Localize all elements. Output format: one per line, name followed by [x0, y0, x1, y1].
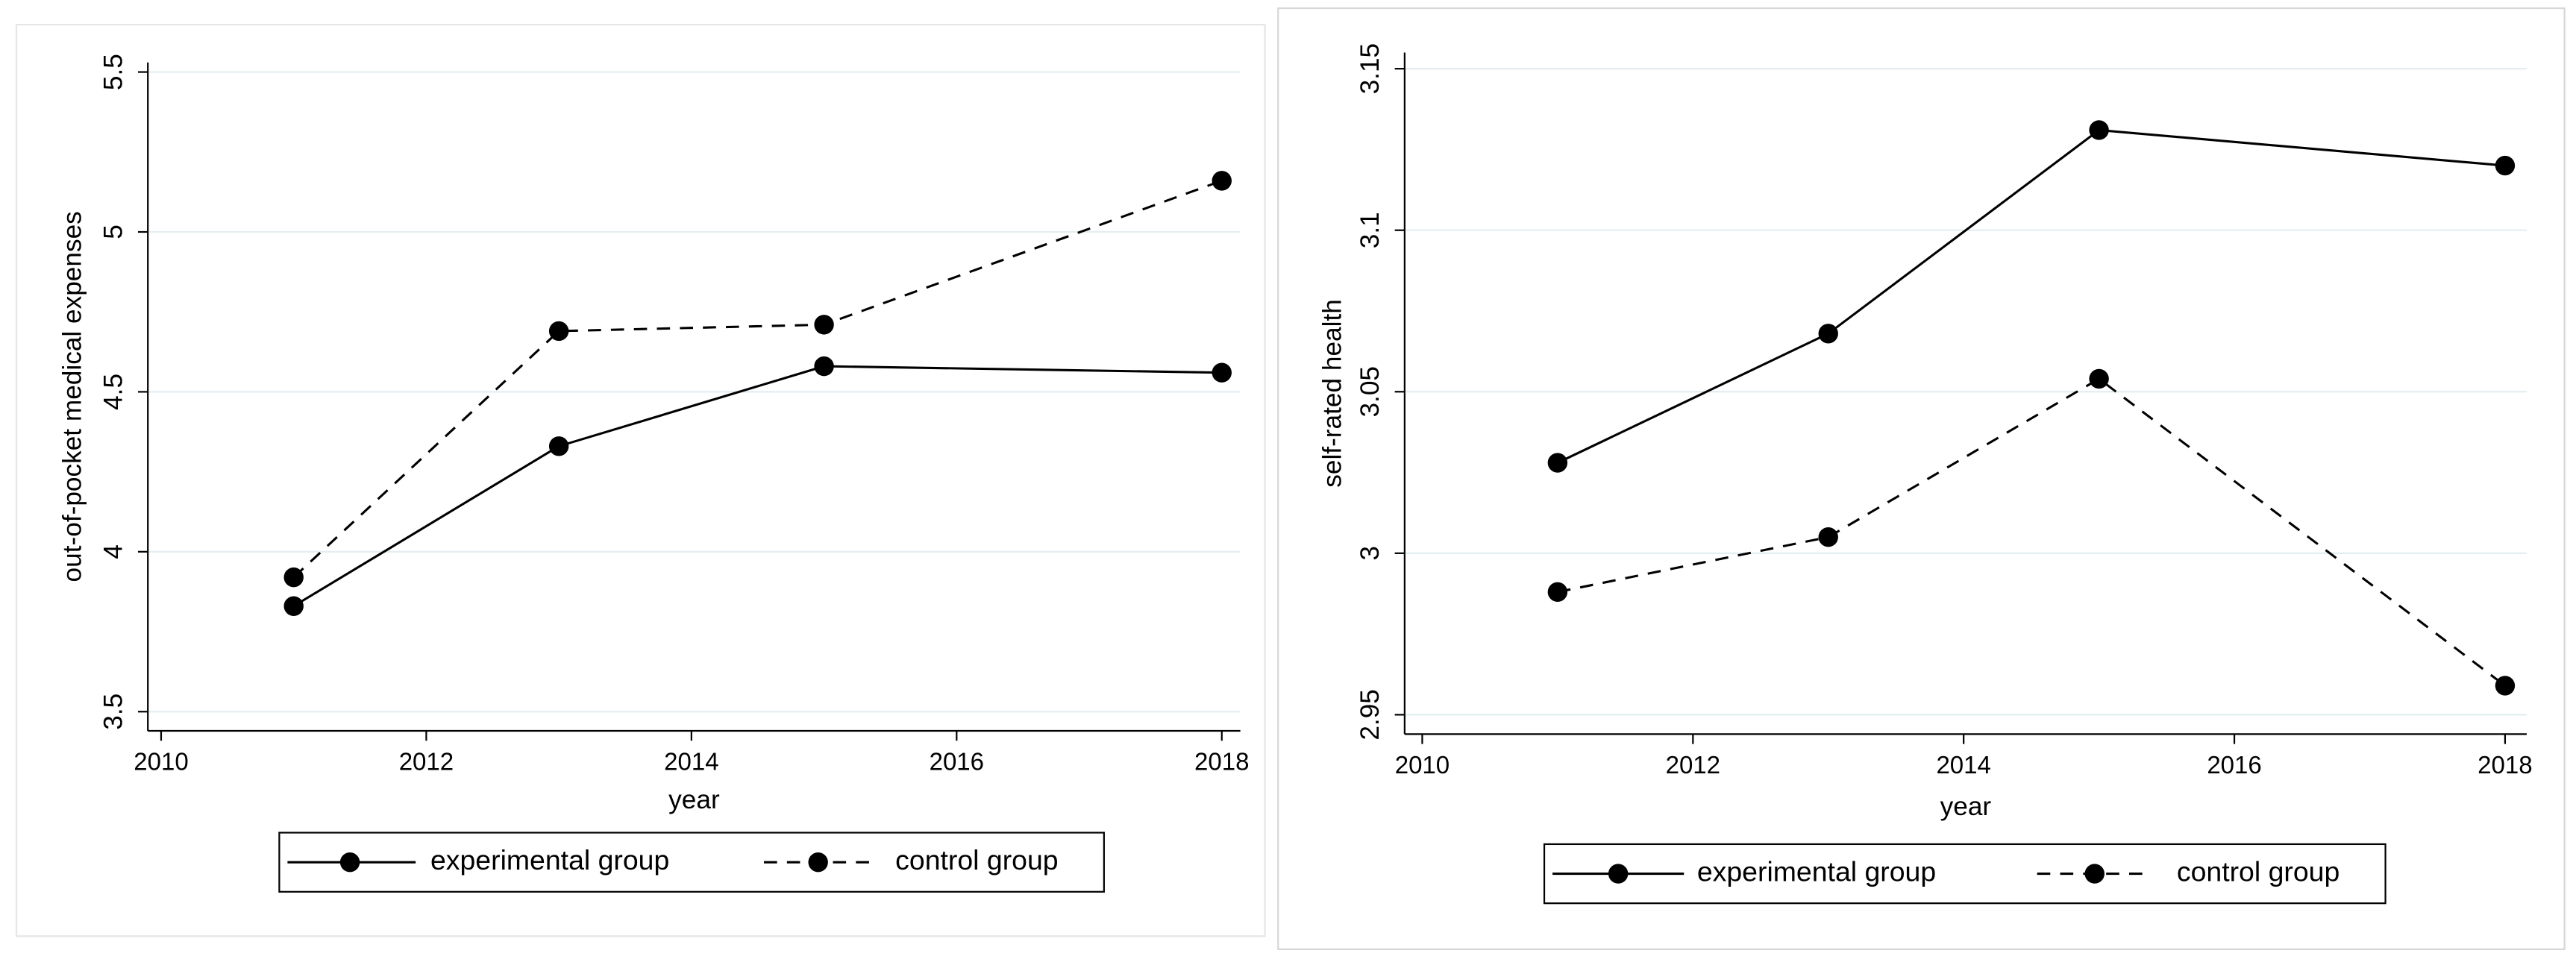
panel-frame [15, 23, 1266, 937]
y-tick-label: 3.5 [98, 694, 128, 730]
y-tick-label: 2.95 [1356, 689, 1385, 741]
data-point [1212, 362, 1232, 383]
legend-label: experimental group [1697, 855, 1936, 887]
data-point [1818, 324, 1838, 344]
x-tick-label: 2016 [2207, 751, 2261, 779]
x-tick-label: 2010 [1395, 751, 1450, 779]
series-line [1557, 128, 2506, 464]
series-line [292, 179, 1223, 579]
data-point [1212, 171, 1232, 191]
legend-label: experimental group [430, 844, 669, 876]
x-tick-label: 2014 [1936, 751, 1990, 779]
y-tick-label: 3.1 [1356, 212, 1385, 248]
data-point [2089, 368, 2109, 389]
data-point [1547, 453, 1568, 473]
data-point [1818, 527, 1838, 547]
x-tick-label: 2010 [134, 748, 188, 776]
y-tick-label: 5 [98, 224, 128, 239]
x-tick-label: 2016 [930, 748, 984, 776]
data-point [548, 436, 569, 456]
x-tick-label: 2012 [399, 748, 454, 776]
data-point [2089, 120, 2109, 140]
legend-box [278, 832, 1105, 893]
x-tick-label: 2018 [1194, 748, 1249, 776]
y-tick-label: 3 [1356, 546, 1385, 561]
y-axis-label: out-of-pocket medical expenses [57, 211, 87, 582]
data-point [283, 596, 304, 616]
data-point [814, 315, 834, 335]
legend-label: control group [2177, 855, 2340, 887]
data-point [2495, 676, 2516, 696]
x-axis-label: year [668, 785, 720, 814]
x-axis-label: year [1940, 792, 1992, 821]
x-tick-label: 2014 [664, 748, 718, 776]
legend-label: control group [895, 844, 1058, 876]
x-tick-label: 2012 [1666, 751, 1720, 779]
series-line [1557, 377, 2506, 687]
y-tick-label: 3.15 [1356, 43, 1385, 95]
data-point [283, 567, 304, 588]
legend-marker [808, 852, 828, 873]
legend-marker [2084, 864, 2105, 884]
y-axis-label: self-rated health [1317, 299, 1347, 488]
x-tick-label: 2018 [2478, 751, 2532, 779]
y-tick-label: 4.5 [98, 374, 128, 410]
y-tick-label: 5.5 [98, 54, 128, 90]
legend-marker [1608, 864, 1629, 884]
data-point [2495, 155, 2516, 176]
data-point [548, 321, 569, 342]
data-point [1547, 582, 1568, 603]
legend-box [1543, 843, 2387, 905]
legend-marker [339, 852, 360, 873]
y-tick-label: 4 [98, 544, 128, 559]
series-line [292, 365, 1222, 608]
panel-frame [1277, 7, 2566, 950]
y-tick-label: 3.05 [1356, 366, 1385, 418]
data-point [814, 356, 834, 377]
